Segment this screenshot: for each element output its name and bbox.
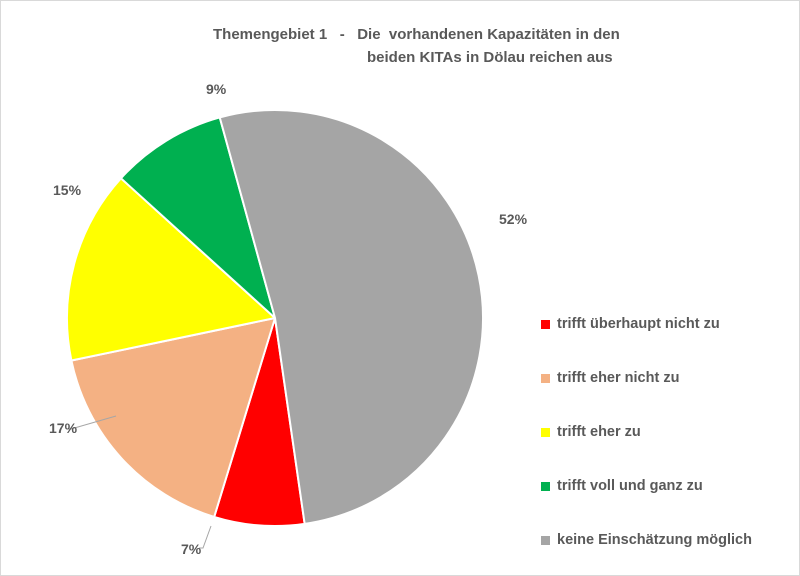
legend-swatch (541, 535, 550, 545)
data-label: 52% (499, 211, 528, 227)
data-label: 15% (53, 182, 82, 198)
legend-item: trifft überhaupt nicht zu (541, 297, 752, 351)
legend-label: trifft überhaupt nicht zu (557, 316, 720, 332)
leader-line (67, 415, 117, 430)
legend-swatch (541, 481, 550, 491)
legend-swatch (541, 373, 550, 383)
data-label: 17% (49, 420, 78, 436)
pie-slice (119, 116, 277, 322)
title-line-1: Themengebiet 1 - Die vorhandenen Kapazit… (213, 26, 620, 43)
legend-label: keine Einschätzung möglich (557, 532, 752, 548)
legend-item: trifft voll und ganz zu (541, 459, 752, 513)
legend-item: keine Einschätzung möglich (541, 513, 752, 567)
leader-line (199, 525, 212, 549)
legend-swatch (541, 427, 550, 437)
legend-item: trifft eher zu (541, 405, 752, 459)
data-label: 7% (181, 541, 202, 557)
pie-slice (70, 316, 277, 519)
legend-label: trifft eher zu (557, 424, 641, 440)
legend-item: trifft eher nicht zu (541, 351, 752, 405)
legend-label: trifft eher nicht zu (557, 370, 680, 386)
legend: trifft überhaupt nicht zu trifft eher ni… (541, 297, 752, 567)
title-line-2: beiden KITAs in Dölau reichen aus (367, 49, 613, 66)
legend-label: trifft voll und ganz zu (557, 478, 703, 494)
pie-slice (218, 109, 484, 526)
pie-slice (66, 176, 278, 362)
data-label: 9% (206, 81, 227, 97)
legend-swatch (541, 319, 550, 329)
